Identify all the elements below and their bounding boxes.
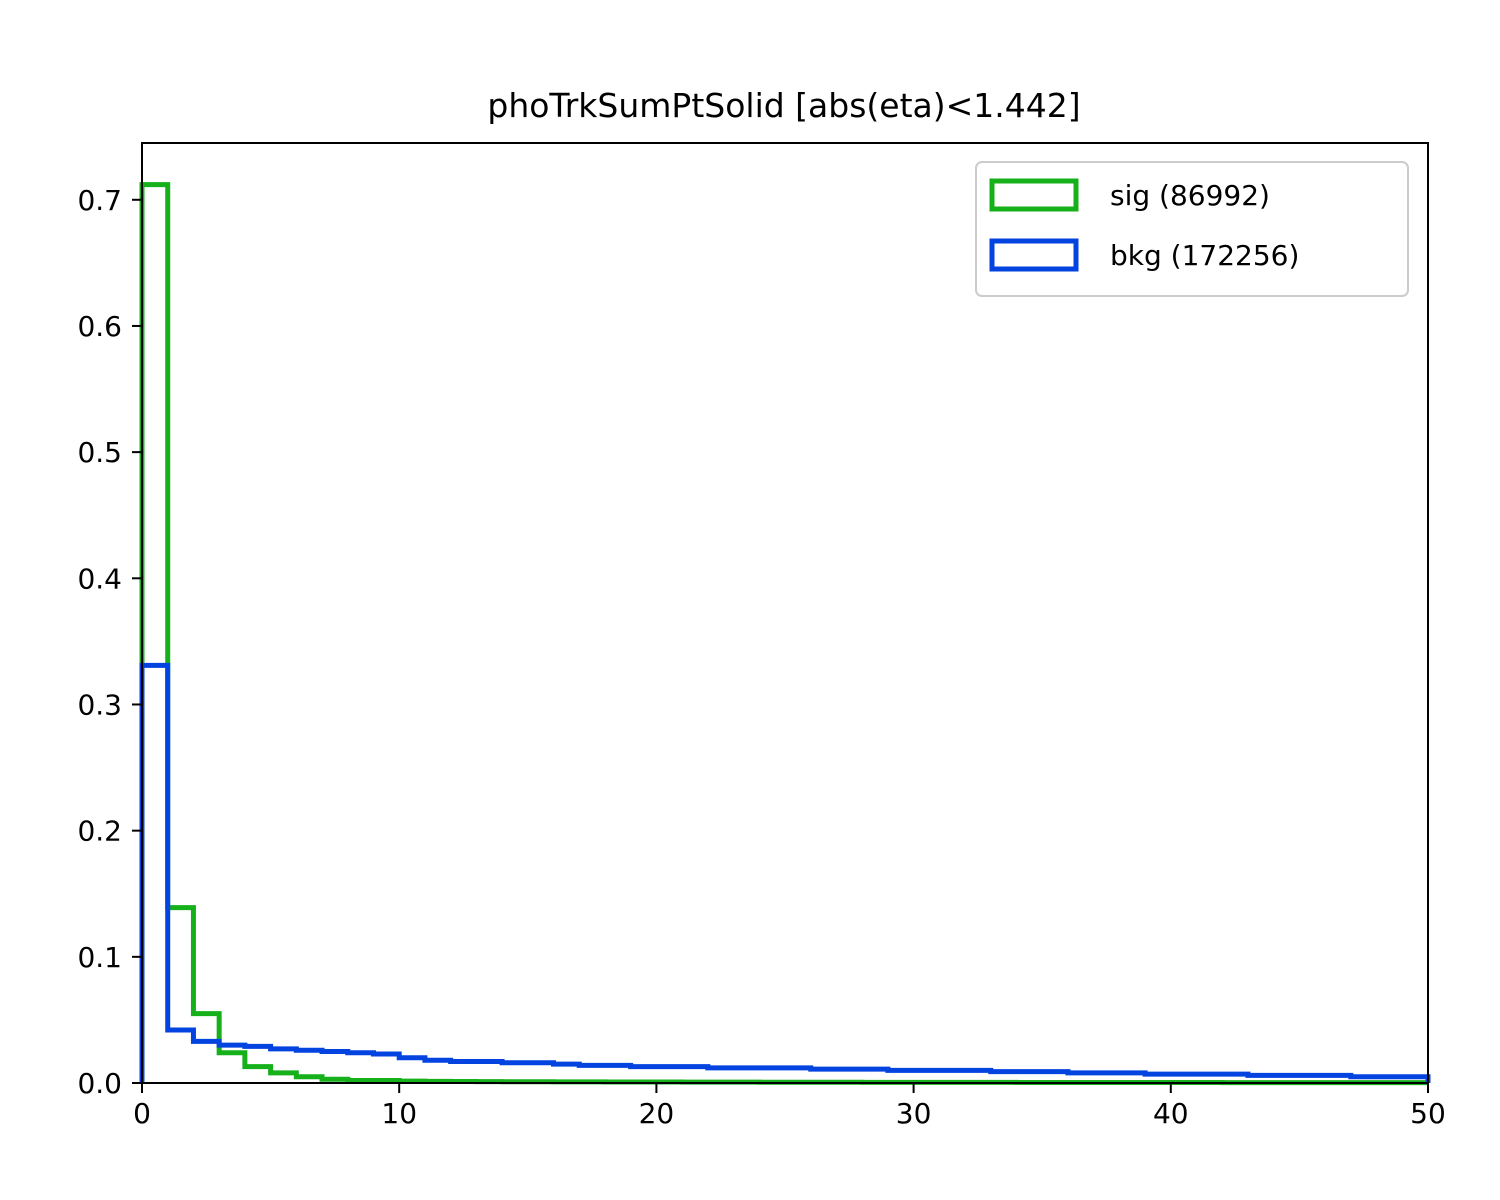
legend-box <box>975 161 1409 297</box>
series-line-bkg <box>139 662 1431 1083</box>
y-tick-label: 0.4 <box>77 562 122 595</box>
y-tick-label: 0.7 <box>77 184 122 217</box>
chart-title: phoTrkSumPtSolid [abs(eta)<1.442] <box>487 86 1080 125</box>
y-tick-label: 0.6 <box>77 310 122 343</box>
x-tick-label: 50 <box>1410 1097 1446 1130</box>
x-tick-label: 10 <box>381 1097 417 1130</box>
legend-label-sig: sig (86992) <box>1110 179 1270 212</box>
axes-layer: 0 10 20 30 40 50 0.0 0.1 0.2 0.3 0.4 0.5 0.6 0.7 <box>77 142 1446 1130</box>
x-tick-label: 30 <box>896 1097 932 1130</box>
legend-swatch-bkg <box>989 238 1079 272</box>
y-tick-label: 0.3 <box>77 688 122 721</box>
legend-swatch-sig <box>989 178 1079 212</box>
y-tick-label: 0.1 <box>77 941 122 974</box>
x-tick-label: 0 <box>133 1097 151 1130</box>
y-tick-label: 0.2 <box>77 815 122 848</box>
legend: sig (86992) bkg (172256) <box>975 161 1409 297</box>
y-tick-label: 0.5 <box>77 436 122 469</box>
x-tick-label: 20 <box>639 1097 675 1130</box>
plot-frame <box>141 142 1429 1084</box>
y-tick-label: 0.0 <box>77 1067 122 1100</box>
x-tick-label: 40 <box>1153 1097 1189 1130</box>
legend-label-bkg: bkg (172256) <box>1110 239 1299 272</box>
